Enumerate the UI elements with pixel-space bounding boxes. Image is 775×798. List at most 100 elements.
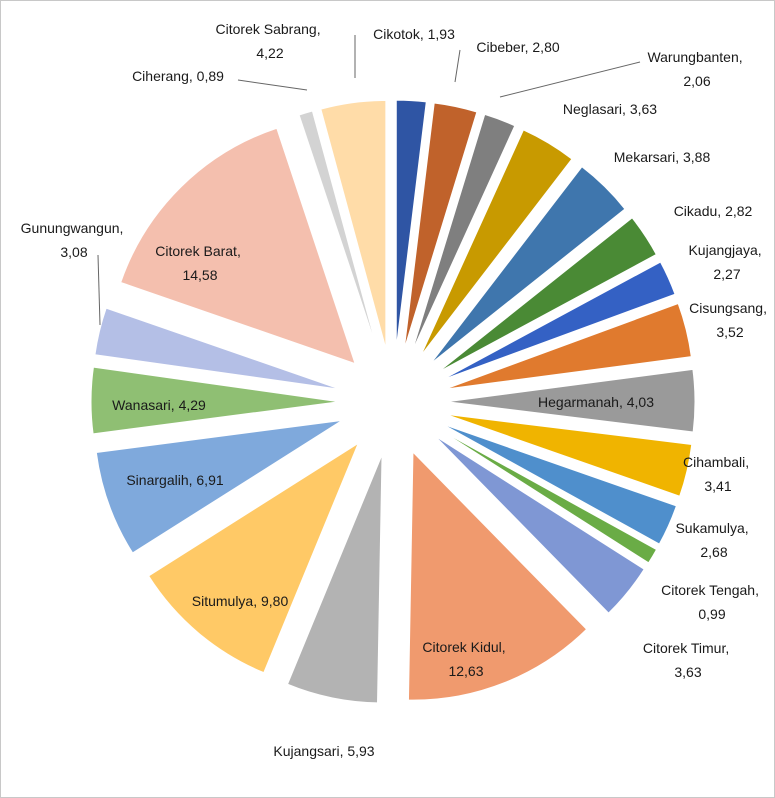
label-value: 14,58: [182, 267, 217, 283]
pie-slice: [430, 166, 626, 364]
pie-slice: [286, 454, 383, 704]
label-separator: ,: [525, 39, 533, 55]
label-category: Mekarsari: [614, 149, 675, 165]
label-category: Kujangjaya: [688, 242, 757, 258]
label-category: Cibeber: [476, 39, 525, 55]
pie-slice: [446, 368, 696, 433]
pie-slice: [411, 113, 516, 352]
label-value: 0,89: [197, 68, 224, 84]
label-category: Ciherang: [132, 68, 189, 84]
label-value: 2,82: [725, 203, 752, 219]
label-separator: ,: [717, 203, 725, 219]
label-category: Cikadu: [674, 203, 718, 219]
data-label: Neglasari, 3,63: [563, 101, 657, 117]
label-value: 3,08: [60, 244, 87, 260]
label-separator: ,: [340, 743, 348, 759]
data-label: Cihambali, 3,41: [683, 454, 753, 494]
label-category: Citorek Tengah: [661, 582, 755, 598]
label-category: Cisungsang: [689, 300, 763, 316]
label-category: Cikotok: [373, 26, 421, 42]
pie-slice: [445, 413, 693, 497]
label-separator: ,: [763, 300, 771, 316]
label-separator: ,: [675, 149, 683, 165]
label-separator: ,: [189, 472, 197, 488]
data-label: Situmulya, 9,80: [192, 593, 289, 609]
pie-slice: [395, 99, 427, 349]
label-category: Wanasari: [112, 397, 171, 413]
pie-slice: [298, 110, 378, 351]
label-category: Neglasari: [563, 101, 622, 117]
pie-slice: [147, 442, 360, 674]
pie-slice: [120, 127, 356, 365]
label-separator: ,: [502, 639, 510, 655]
pie-slice: [94, 307, 341, 390]
data-label: Sukamulya, 2,68: [675, 520, 752, 560]
data-label: Citorek Timur, 3,63: [643, 640, 733, 680]
label-category: Hegarmanah: [538, 394, 619, 410]
label-value: 2,06: [683, 73, 710, 89]
label-category: Sinargalih: [126, 472, 188, 488]
label-value: 4,29: [179, 397, 206, 413]
label-value: 2,80: [532, 39, 559, 55]
label-separator: ,: [120, 220, 128, 236]
pie-slice: [445, 302, 692, 390]
data-label: Warungbanten, 2,06: [647, 49, 746, 89]
data-label: Cisungsang, 3,52: [689, 300, 771, 340]
label-value: 3,52: [716, 324, 743, 340]
data-label: Citorek Barat, 14,58: [155, 243, 244, 283]
data-label: Cikadu, 2,82: [674, 203, 753, 219]
label-category: Citorek Kidul: [422, 639, 501, 655]
label-separator: ,: [745, 520, 753, 536]
label-value: 3,63: [674, 664, 701, 680]
label-value: 3,41: [704, 478, 731, 494]
data-label: Kujangjaya, 2,27: [688, 242, 765, 282]
label-value: 2,27: [713, 266, 740, 282]
label-value: 3,88: [683, 149, 710, 165]
label-separator: ,: [171, 397, 179, 413]
label-separator: ,: [420, 26, 428, 42]
label-separator: ,: [189, 68, 197, 84]
label-category: Gunungwangun: [21, 220, 120, 236]
data-label: Citorek Sabrang, 4,22: [216, 21, 325, 61]
data-label: Citorek Tengah, 0,99: [661, 582, 763, 622]
label-category: Kujangsari: [273, 743, 339, 759]
leader-line: [499, 61, 641, 98]
data-label: Ciherang, 0,89: [132, 68, 224, 84]
pie-slice: [441, 261, 676, 381]
pie-slice: [403, 102, 478, 350]
label-separator: ,: [237, 243, 245, 259]
label-separator: ,: [253, 593, 261, 609]
label-category: Citorek Timur: [643, 640, 727, 656]
leader-line: [454, 49, 461, 83]
label-separator: ,: [758, 242, 766, 258]
label-value: 3,63: [630, 101, 657, 117]
label-value: 4,03: [627, 394, 654, 410]
label-value: 9,80: [261, 593, 288, 609]
label-separator: ,: [317, 21, 325, 37]
label-category: Sukamulya: [675, 520, 744, 536]
pie-slice: [420, 129, 573, 357]
data-label: Wanasari, 4,29: [112, 397, 206, 413]
label-separator: ,: [739, 49, 747, 65]
pie-slice: [442, 423, 678, 545]
pie-slice: [439, 429, 658, 564]
data-label: Kujangsari, 5,93: [273, 743, 374, 759]
data-label: Gunungwangun, 3,08: [21, 220, 128, 260]
leader-line: [237, 79, 308, 91]
pie-slice: [434, 435, 645, 614]
label-category: Citorek Barat: [155, 243, 237, 259]
label-category: Citorek Sabrang: [216, 21, 317, 37]
leader-line: [97, 254, 101, 326]
label-value: 4,22: [256, 45, 283, 61]
label-value: 12,63: [448, 663, 483, 679]
data-label: Hegarmanah, 4,03: [538, 394, 654, 410]
label-value: 0,99: [698, 606, 725, 622]
label-separator: ,: [622, 101, 630, 117]
label-separator: ,: [755, 582, 763, 598]
pie-slice: [95, 419, 343, 554]
label-value: 2,68: [700, 544, 727, 560]
label-value: 1,93: [428, 26, 455, 42]
label-value: 6,91: [196, 472, 223, 488]
